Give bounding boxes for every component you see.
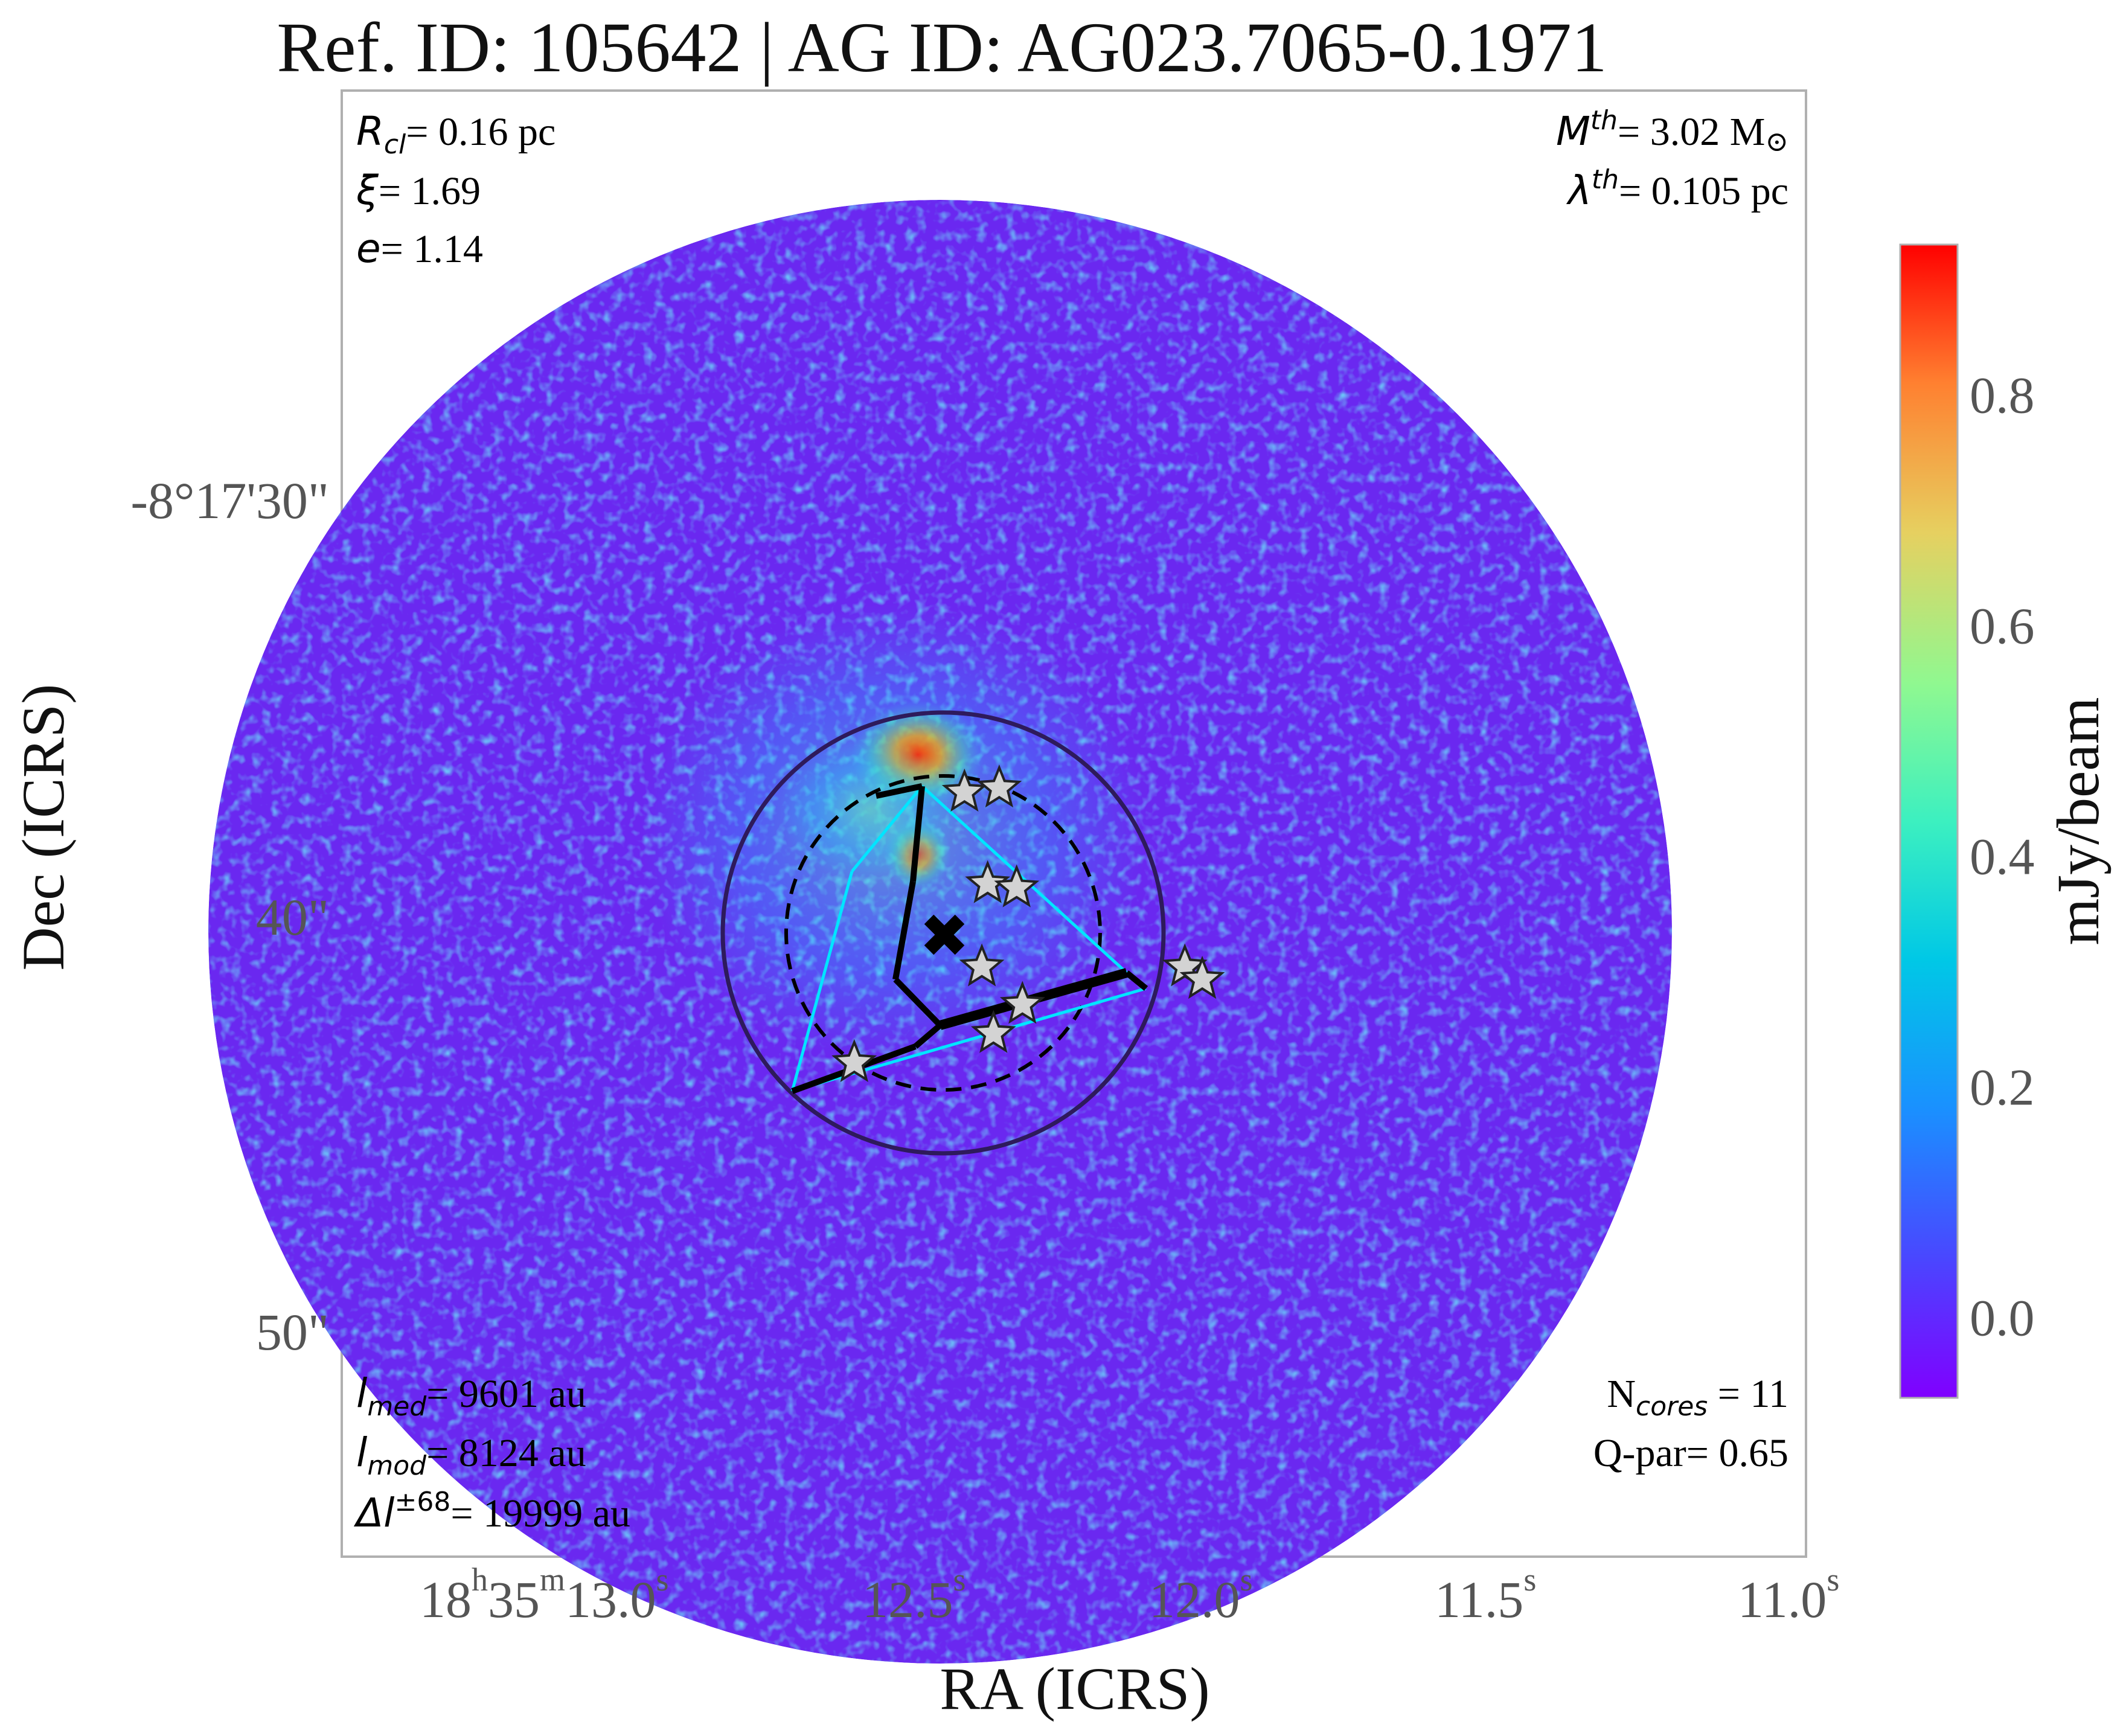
core-star-marker — [994, 864, 1040, 908]
chart-title: Ref. ID: 105642 | AG ID: AG023.7065-0.19… — [277, 8, 1607, 87]
annotation-ncores: Ncores = 11 — [1607, 1372, 1788, 1422]
hull-edge — [790, 871, 854, 1092]
colorbar-label: mJy/beam — [2045, 697, 2112, 945]
cluster-center-marker — [924, 914, 965, 955]
mst-edge — [893, 977, 943, 1028]
y-tick-label: 50" — [256, 1303, 329, 1361]
x-tick-label: 12.0s — [1149, 1561, 1253, 1629]
annotation-top-right: Mth= 3.02 M⊙ λth= 0.105 pc — [1556, 105, 1788, 214]
colorbar-tick-label: 0.8 — [1970, 366, 2035, 424]
annotation-jeans-mass: Mth= 3.02 M⊙ — [1556, 105, 1788, 157]
colorbar-ticks: 0.0 0.2 0.4 0.6 0.8 — [1970, 366, 2035, 1347]
colorbar: 0.0 0.2 0.4 0.6 0.8 mJy/beam — [1899, 243, 2112, 1399]
annotation-top-left: Rcl= 0.16 pc ξ= 1.69 e= 1.14 — [356, 108, 556, 272]
x-tick-label: 18h35m13.0s — [420, 1561, 669, 1629]
jeans-length-circle — [784, 774, 1102, 1092]
mst-edge — [892, 881, 916, 980]
y-axis-label: Dec (ICRS) — [10, 684, 77, 971]
colorbar-tick-label: 0.0 — [1970, 1289, 2035, 1347]
annotation-qpar: Q-par= 0.65 — [1593, 1431, 1788, 1475]
annotation-bottom-right: Ncores = 11 Q-par= 0.65 — [1593, 1372, 1788, 1475]
y-axis: -8°17'30" 40" 50" — [130, 472, 329, 1361]
x-tick-label: 11.0s — [1738, 1561, 1839, 1629]
core-star-marker — [965, 860, 1011, 903]
x-tick-label: 12.5s — [862, 1561, 966, 1629]
annotation-lmod: lmod= 8124 au — [356, 1429, 586, 1481]
x-tick-label: 11.5s — [1435, 1561, 1536, 1629]
y-tick-label: 40" — [256, 888, 329, 946]
annotation-lmed: lmed= 9601 au — [356, 1370, 586, 1422]
cores — [831, 764, 1225, 1083]
annotation-e: e= 1.14 — [356, 225, 483, 272]
colorbar-gradient — [1899, 243, 1959, 1399]
annotation-xi: ξ= 1.69 — [356, 167, 481, 214]
x-axis: 18h35m13.0s 12.5s 12.0s 11.5s 11.0s — [420, 1561, 1839, 1629]
mst-edge — [913, 1023, 943, 1049]
core-star-marker — [959, 943, 1005, 987]
mst-edge — [1124, 970, 1148, 991]
annotation-delta-l: Δl±68= 19999 au — [353, 1487, 630, 1536]
annotation-bottom-left: lmed= 9601 au lmod= 8124 au Δl±68= 19999… — [353, 1370, 630, 1536]
x-axis-label: RA (ICRS) — [940, 1655, 1209, 1722]
mst-edge — [910, 786, 925, 882]
core-star-marker — [970, 1010, 1016, 1053]
annotation-rcl: Rcl= 0.16 pc — [356, 108, 556, 160]
cluster-radius-circle — [720, 710, 1166, 1156]
core-star-marker — [976, 764, 1022, 808]
core-star-marker — [941, 768, 987, 812]
colorbar-tick-label: 0.6 — [1970, 597, 2035, 655]
colorbar-tick-label: 0.2 — [1970, 1058, 2035, 1116]
hull-edge — [921, 785, 1128, 974]
y-tick-label: -8°17'30" — [130, 472, 329, 530]
hull-edge — [851, 785, 923, 873]
core-star-marker — [999, 981, 1045, 1024]
colorbar-tick-label: 0.4 — [1970, 827, 2035, 885]
mst-edge — [875, 783, 923, 799]
core-star-marker — [1179, 955, 1225, 999]
annotation-jeans-length: λth= 0.105 pc — [1566, 164, 1788, 214]
core-star-marker — [831, 1039, 877, 1083]
